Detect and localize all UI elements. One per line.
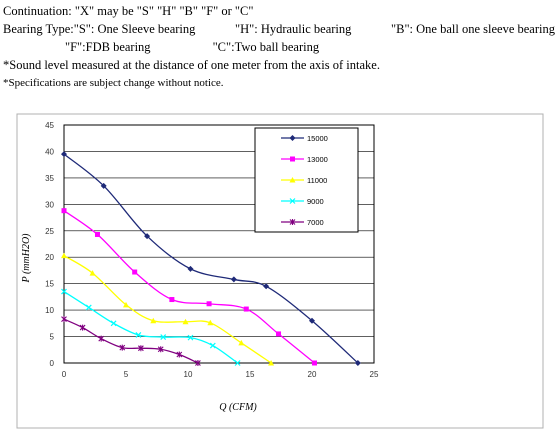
- data-point: [206, 301, 212, 307]
- series-9000: [61, 288, 241, 366]
- legend-label: 9000: [307, 197, 324, 206]
- y-tick-label: 0: [50, 359, 55, 368]
- series-7000: [61, 316, 201, 366]
- bearing-type-s: Bearing Type:"S": One Sleeve bearing: [3, 22, 196, 36]
- data-point: [150, 317, 157, 324]
- bearing-type-b: "B": One ball one sleeve bearing: [391, 22, 555, 36]
- legend-marker: [289, 135, 296, 141]
- data-point: [135, 332, 142, 338]
- bearing-type-c: "C":Two ball bearing: [212, 40, 320, 54]
- specification-note: *Specifications are subject change witho…: [3, 77, 224, 89]
- data-point: [209, 342, 216, 349]
- data-point: [234, 360, 241, 366]
- data-point: [238, 339, 245, 346]
- legend-item: 13000: [281, 155, 328, 164]
- series-11000: [61, 252, 275, 366]
- data-point: [230, 276, 237, 283]
- y-tick-label: 25: [45, 227, 54, 236]
- series-layer: [61, 151, 361, 366]
- y-axis-label: P (mmH2O): [21, 233, 32, 284]
- x-axis-ticks: 0 5 10 15 20 25: [62, 370, 379, 379]
- data-point: [182, 318, 189, 325]
- data-point: [309, 317, 315, 324]
- data-point: [61, 288, 67, 295]
- legend-item: 7000: [281, 218, 324, 227]
- data-point: [207, 319, 214, 326]
- data-point: [354, 360, 361, 366]
- data-point: [195, 360, 201, 366]
- y-tick-label: 20: [45, 253, 54, 262]
- legend-items: 15000 13000 11000 9000 7000: [281, 134, 328, 227]
- y-tick-label: 5: [50, 333, 55, 342]
- data-point: [94, 231, 100, 237]
- legend: 15000 13000 11000 9000 7000: [254, 127, 359, 233]
- x-axis-label: Q (CFM): [219, 402, 257, 413]
- x-tick-label: 5: [124, 370, 129, 379]
- y-tick-label: 40: [45, 147, 54, 156]
- legend-marker: [289, 177, 296, 183]
- series-line: [63, 153, 359, 364]
- legend-marker: [289, 219, 296, 225]
- data-point: [137, 345, 144, 352]
- legend-label: 7000: [307, 218, 324, 227]
- sound-level-note: *Sound level measured at the distance of…: [3, 58, 380, 72]
- data-point: [311, 360, 317, 366]
- x-tick-label: 10: [184, 370, 193, 379]
- y-axis-ticks: 0 5 10 15 20 25 30 35 40 45: [45, 121, 54, 368]
- data-point: [187, 334, 194, 341]
- bearing-type-line-2: "F":FDB bearing "C":Two ball bearing: [3, 38, 559, 56]
- continuation-note: Continuation: "X" may be "S" "H" "B" "F"…: [3, 4, 254, 18]
- x-tick-label: 25: [370, 370, 379, 379]
- y-tick-label: 15: [45, 280, 54, 289]
- y-tick-label: 45: [45, 121, 54, 130]
- legend-marker: [290, 156, 295, 162]
- data-point: [263, 283, 270, 290]
- data-point: [176, 351, 183, 358]
- data-point: [268, 360, 275, 366]
- legend-label: 11000: [307, 176, 327, 185]
- legend-marker: [289, 198, 296, 204]
- data-point: [132, 269, 138, 275]
- data-point: [61, 252, 67, 259]
- data-point: [276, 331, 282, 337]
- data-point: [157, 346, 164, 353]
- x-tick-label: 20: [308, 370, 317, 379]
- legend-box: [254, 127, 359, 233]
- data-point: [243, 306, 249, 312]
- legend-item: 9000: [281, 197, 324, 206]
- bearing-type-h: "H": Hydraulic bearing: [234, 22, 352, 36]
- series-line: [63, 210, 315, 364]
- data-point: [100, 182, 107, 189]
- data-point: [61, 316, 67, 323]
- data-point: [144, 233, 151, 240]
- data-point: [98, 335, 105, 342]
- bearing-type-f: "F":FDB bearing: [65, 40, 151, 54]
- legend-label: 13000: [307, 155, 328, 164]
- data-point: [85, 304, 92, 311]
- pq-curve-chart: 0 5 10 15 20 25 30 35 40 45 0 5 10 15 20 25 Q (CFM) P …: [16, 113, 544, 429]
- spec-notes: Continuation: "X" may be "S" "H" "B" "F"…: [3, 2, 559, 92]
- data-point: [89, 270, 96, 276]
- data-point: [61, 151, 67, 158]
- x-tick-label: 0: [62, 370, 67, 379]
- y-tick-label: 30: [45, 200, 54, 209]
- series-13000: [61, 208, 317, 366]
- data-point: [123, 301, 129, 308]
- data-point: [160, 334, 167, 341]
- y-tick-label: 10: [45, 306, 54, 315]
- data-point: [61, 208, 67, 214]
- series-15000: [61, 151, 361, 366]
- chart-frame: [16, 113, 544, 429]
- legend-item: 15000: [281, 134, 328, 143]
- data-point: [187, 265, 194, 272]
- x-tick-label: 15: [246, 370, 255, 379]
- legend-item: 11000: [281, 176, 327, 185]
- data-point: [169, 297, 175, 303]
- data-point: [79, 324, 86, 331]
- legend-label: 15000: [307, 134, 328, 143]
- data-point: [119, 344, 126, 351]
- bearing-type-line: Bearing Type:"S": One Sleeve bearing "H"…: [3, 20, 555, 38]
- data-point: [110, 320, 117, 327]
- y-tick-label: 35: [45, 174, 54, 183]
